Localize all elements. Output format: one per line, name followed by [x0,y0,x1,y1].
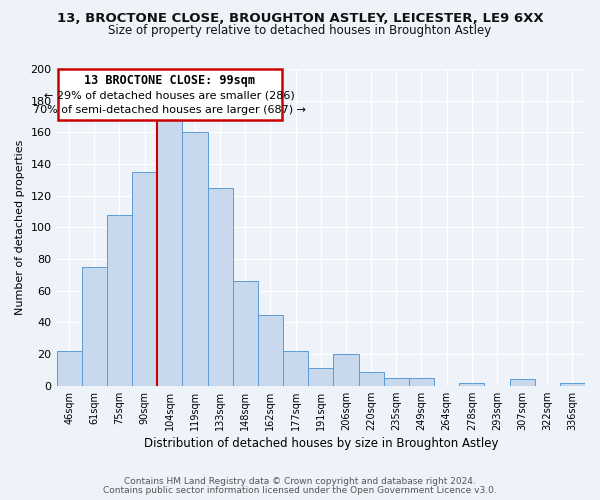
Bar [132,172,157,386]
Text: 13 BROCTONE CLOSE: 99sqm: 13 BROCTONE CLOSE: 99sqm [84,74,255,86]
X-axis label: Distribution of detached houses by size in Broughton Astley: Distribution of detached houses by size … [143,437,498,450]
Bar [157,120,182,386]
Text: Size of property relative to detached houses in Broughton Astley: Size of property relative to detached ho… [109,24,491,37]
Bar [359,372,383,386]
Bar [459,382,484,386]
Text: 70% of semi-detached houses are larger (687) →: 70% of semi-detached houses are larger (… [33,105,306,115]
Bar [56,351,82,386]
Text: Contains HM Land Registry data © Crown copyright and database right 2024.: Contains HM Land Registry data © Crown c… [124,477,476,486]
Bar [107,214,132,386]
Bar [182,132,208,386]
Y-axis label: Number of detached properties: Number of detached properties [15,140,25,315]
Bar [283,351,308,386]
Text: Contains public sector information licensed under the Open Government Licence v3: Contains public sector information licen… [103,486,497,495]
Bar [208,188,233,386]
Text: ← 29% of detached houses are smaller (286): ← 29% of detached houses are smaller (28… [44,91,295,101]
Bar [509,380,535,386]
Bar [82,267,107,386]
Bar [334,354,359,386]
Bar [258,314,283,386]
Bar [308,368,334,386]
FancyBboxPatch shape [58,69,282,119]
Bar [560,382,585,386]
Bar [383,378,409,386]
Text: 13, BROCTONE CLOSE, BROUGHTON ASTLEY, LEICESTER, LE9 6XX: 13, BROCTONE CLOSE, BROUGHTON ASTLEY, LE… [56,12,544,26]
Bar [233,282,258,386]
Bar [409,378,434,386]
